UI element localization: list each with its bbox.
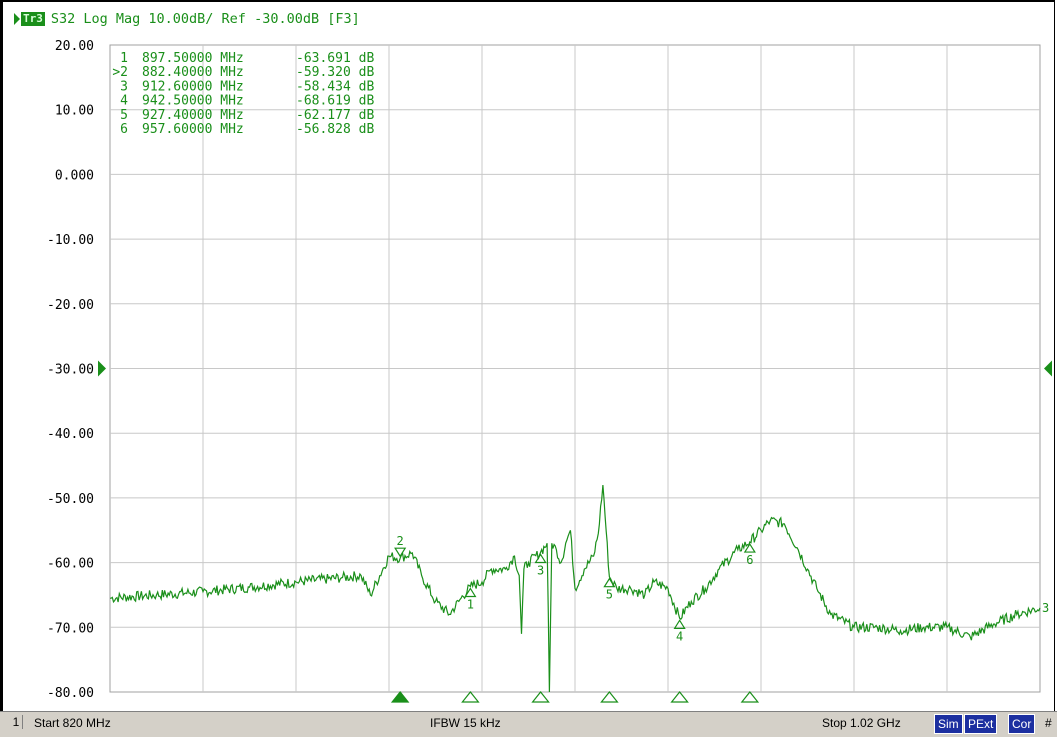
start-frequency[interactable]: Start 820 MHz xyxy=(34,716,111,730)
y-tick-label: -20.00 xyxy=(47,298,94,313)
marker-axis-triangle-icon xyxy=(531,691,550,703)
marker-table: 1 897.50000 MHz -63.691 dB >2 882.40000 MHz -… xyxy=(112,51,374,137)
marker-table-value: -59.320 dB xyxy=(296,65,374,80)
y-tick-label: -50.00 xyxy=(47,492,94,507)
marker-up-triangle-icon xyxy=(534,553,547,564)
trace-layer xyxy=(110,484,1041,693)
marker-table-value: -68.619 dB xyxy=(296,94,374,109)
ref-left-arrow-icon xyxy=(98,360,106,377)
marker-up-triangle-icon xyxy=(673,619,686,629)
marker-axis-triangle-icon xyxy=(390,691,410,703)
marker-up-triangle-icon xyxy=(743,542,756,553)
marker-table-value: -58.434 dB xyxy=(296,79,374,94)
more-badge: # xyxy=(1042,714,1055,732)
trace-info: S32 Log Mag 10.00dB/ Ref -30.00dB [F3] xyxy=(50,11,360,27)
status-bar: 1 Start 820 MHz IFBW 15 kHz Stop 1.02 GH… xyxy=(0,711,1057,737)
reference-indicators xyxy=(98,360,1052,377)
y-tick-label: -40.00 xyxy=(47,427,94,442)
marker-table-id: 5 xyxy=(120,108,128,123)
marker-up-triangle-icon xyxy=(464,587,477,598)
y-tick-label: 20.00 xyxy=(55,39,94,54)
marker-table-value: -56.828 dB xyxy=(296,122,374,137)
marker-3: 3 xyxy=(534,553,547,577)
marker-4: 4 xyxy=(673,619,686,643)
pext-badge: PExt xyxy=(964,714,998,734)
marker-table-id: >2 xyxy=(112,65,128,80)
marker-label: 3 xyxy=(537,563,544,577)
channel-number[interactable]: 1 xyxy=(10,715,23,729)
marker-table-freq: 897.50000 MHz xyxy=(142,51,244,66)
marker-table-id: 6 xyxy=(120,122,128,137)
marker-table-freq: 942.50000 MHz xyxy=(142,94,244,109)
marker-table-value: -63.691 dB xyxy=(296,51,374,66)
marker-1: 1 xyxy=(464,587,477,611)
chart-svg[interactable]: 20.00 10.00 0.000 -10.00 -20.00 -30.00 -40.00 -… xyxy=(0,0,1057,711)
y-tick-label: -70.00 xyxy=(47,621,94,636)
marker-label: 4 xyxy=(676,629,683,643)
marker-table-id: 1 xyxy=(120,51,128,66)
marker-axis-triangle-icon xyxy=(670,691,689,703)
active-trace-arrow-icon xyxy=(14,13,20,25)
cor-badge: Cor xyxy=(1008,714,1036,734)
marker-label: 1 xyxy=(467,597,474,611)
marker-label: 5 xyxy=(606,588,613,602)
trace-header: Tr3 S32 Log Mag 10.00dB/ Ref -30.00dB [F… xyxy=(14,10,360,28)
y-tick-label: -80.00 xyxy=(47,686,94,701)
marker-down-triangle-icon xyxy=(394,547,407,558)
marker-2: 2 xyxy=(394,534,407,558)
ifbw-value[interactable]: IFBW 15 kHz xyxy=(430,716,501,730)
marker-label: 6 xyxy=(746,553,753,567)
marker-table-id: 3 xyxy=(120,79,128,94)
marker-table-freq: 882.40000 MHz xyxy=(142,65,244,80)
marker-table-freq: 927.40000 MHz xyxy=(142,108,244,123)
marker-axis-triangle-icon xyxy=(740,691,760,703)
y-tick-label: -30.00 xyxy=(47,363,94,378)
chart-grid xyxy=(109,44,1041,693)
y-tick-label: -60.00 xyxy=(47,557,94,572)
marker-up-triangle-icon xyxy=(603,577,616,588)
marker-table-freq: 912.60000 MHz xyxy=(142,79,244,94)
sim-badge: Sim xyxy=(934,714,963,734)
trace-tag[interactable]: Tr3 xyxy=(21,12,45,26)
trace-end-label: 3 xyxy=(1042,601,1049,615)
marker-5: 5 xyxy=(603,577,616,602)
marker-table-value: -62.177 dB xyxy=(296,108,374,123)
marker-axis-triangle-icon xyxy=(600,691,619,703)
y-tick-label: -10.00 xyxy=(47,233,94,248)
y-tick-label: 0.000 xyxy=(55,168,94,183)
y-tick-labels: 20.00 10.00 0.000 -10.00 -20.00 -30.00 -40.00 -… xyxy=(47,39,94,701)
marker-table-id: 4 xyxy=(120,94,128,109)
marker-6: 6 xyxy=(743,542,756,567)
ref-right-arrow-icon xyxy=(1044,360,1052,377)
stop-frequency[interactable]: Stop 1.02 GHz xyxy=(822,716,901,730)
marker-label: 2 xyxy=(397,534,404,548)
trace-s32 xyxy=(110,484,1041,693)
marker-layer: 1 2 3 4 5 6 3 xyxy=(390,534,1049,703)
marker-table-freq: 957.60000 MHz xyxy=(142,122,244,137)
marker-axis-triangle-icon xyxy=(461,691,480,703)
y-tick-label: 10.00 xyxy=(55,104,94,119)
